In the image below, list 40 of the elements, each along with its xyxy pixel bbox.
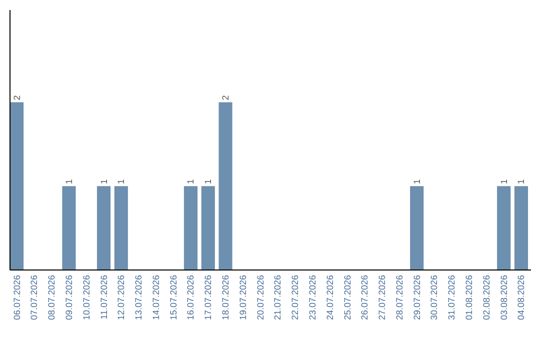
- x-tick-label: 14.07.2026: [150, 275, 161, 320]
- data-label: 1: [64, 179, 74, 184]
- x-tick-label: 30.07.2026: [429, 275, 440, 320]
- x-tick-label: 20.07.2026: [255, 275, 266, 320]
- data-label: 1: [412, 179, 422, 184]
- x-tick-label: 17.07.2026: [203, 275, 214, 320]
- x-tick-label: 12.07.2026: [116, 275, 126, 320]
- x-tick-label: 03.08.2026: [498, 275, 509, 320]
- x-tick-label: 06.07.2026: [12, 275, 22, 320]
- x-tick-label: 19.07.2026: [238, 275, 248, 320]
- x-tick-label: 27.07.2026: [377, 275, 388, 320]
- data-label: 1: [498, 179, 509, 184]
- x-tick-label: 08.07.2026: [46, 275, 57, 320]
- data-label: 1: [116, 179, 126, 184]
- x-tick-label: 13.07.2026: [134, 275, 144, 320]
- data-label: 1: [186, 179, 196, 184]
- x-tick-label: 18.07.2026: [220, 275, 231, 320]
- x-tick-label: 09.07.2026: [64, 275, 74, 320]
- x-tick-label: 22.07.2026: [290, 275, 300, 320]
- x-tick-label: 23.07.2026: [307, 275, 318, 320]
- x-tick-label: 10.07.2026: [81, 275, 92, 320]
- x-tick-label: 04.08.2026: [516, 275, 526, 320]
- x-tick-label: 31.07.2026: [446, 275, 457, 320]
- x-tick-label: 26.07.2026: [360, 275, 370, 320]
- x-tick-label: 24.07.2026: [324, 275, 335, 320]
- data-label: 1: [516, 179, 526, 184]
- data-label: 2: [12, 95, 22, 100]
- x-tick-label: 21.07.2026: [272, 275, 283, 320]
- x-tick-label: 16.07.2026: [186, 275, 196, 320]
- data-label: 1: [203, 179, 214, 184]
- x-tick-label: 11.07.2026: [98, 275, 109, 320]
- x-tick-label: 15.07.2026: [168, 275, 178, 320]
- x-tick-label: 25.07.2026: [342, 275, 352, 320]
- x-tick-label: 01.08.2026: [464, 275, 474, 320]
- data-label: 1: [98, 179, 109, 184]
- x-tick-label: 28.07.2026: [394, 275, 404, 320]
- data-label: 2: [220, 95, 231, 100]
- x-tick-label: 29.07.2026: [412, 275, 422, 320]
- x-tick-label: 07.07.2026: [29, 275, 40, 320]
- x-tick-label: 02.08.2026: [481, 275, 492, 320]
